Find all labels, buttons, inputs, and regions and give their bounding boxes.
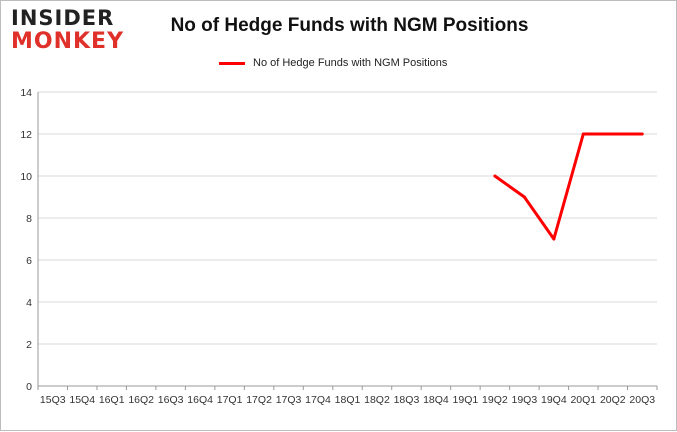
legend-label: No of Hedge Funds with NGM Positions <box>253 57 448 69</box>
data-point <box>611 132 615 136</box>
logo-line-1: INSIDER <box>11 6 115 30</box>
y-tick-label: 8 <box>26 213 32 225</box>
chart-legend: No of Hedge Funds with NGM Positions <box>219 55 447 71</box>
x-tick-label: 19Q1 <box>453 394 479 406</box>
x-tick-label: 16Q2 <box>128 394 154 406</box>
y-tick-label: 12 <box>20 129 32 141</box>
chart-title: No of Hedge Funds with NGM Positions <box>170 15 529 36</box>
x-tick-label: 15Q4 <box>69 394 95 406</box>
data-point <box>640 132 644 136</box>
x-tick-label: 18Q1 <box>335 394 361 406</box>
data-point <box>493 174 497 178</box>
x-tick-label: 19Q2 <box>482 394 508 406</box>
y-tick-label: 10 <box>20 171 32 183</box>
x-tick-label: 16Q1 <box>99 394 125 406</box>
x-tick-label: 15Q3 <box>40 394 66 406</box>
y-tick-label: 6 <box>26 255 32 267</box>
series-line <box>494 132 643 241</box>
x-tick-label: 20Q3 <box>629 394 655 406</box>
y-tick-label: 14 <box>20 87 32 99</box>
data-point <box>552 237 556 241</box>
x-tick-label: 19Q3 <box>512 394 538 406</box>
insider-monkey-logo: INSIDER MONKEY <box>11 8 129 56</box>
data-point <box>581 132 585 136</box>
x-tick-label: 17Q1 <box>217 394 243 406</box>
x-tick-label: 16Q3 <box>158 394 184 406</box>
x-tick-label: 20Q2 <box>600 394 626 406</box>
y-tick-label: 2 <box>26 339 32 351</box>
y-tick-label: 4 <box>26 297 32 309</box>
logo-line-2: MONKEY <box>11 29 125 54</box>
x-tick-label: 18Q2 <box>364 394 390 406</box>
legend-swatch <box>219 61 245 65</box>
x-tick-label: 17Q2 <box>246 394 272 406</box>
x-tick-label: 20Q1 <box>570 394 596 406</box>
x-tick-label: 17Q3 <box>276 394 302 406</box>
x-tick-label: 19Q4 <box>541 394 567 406</box>
data-point <box>522 195 526 199</box>
y-tick-label: 0 <box>26 381 32 393</box>
x-tick-label: 16Q4 <box>187 394 213 406</box>
x-tick-label: 17Q4 <box>305 394 331 406</box>
x-tick-label: 18Q4 <box>423 394 449 406</box>
x-tick-label: 18Q3 <box>394 394 420 406</box>
